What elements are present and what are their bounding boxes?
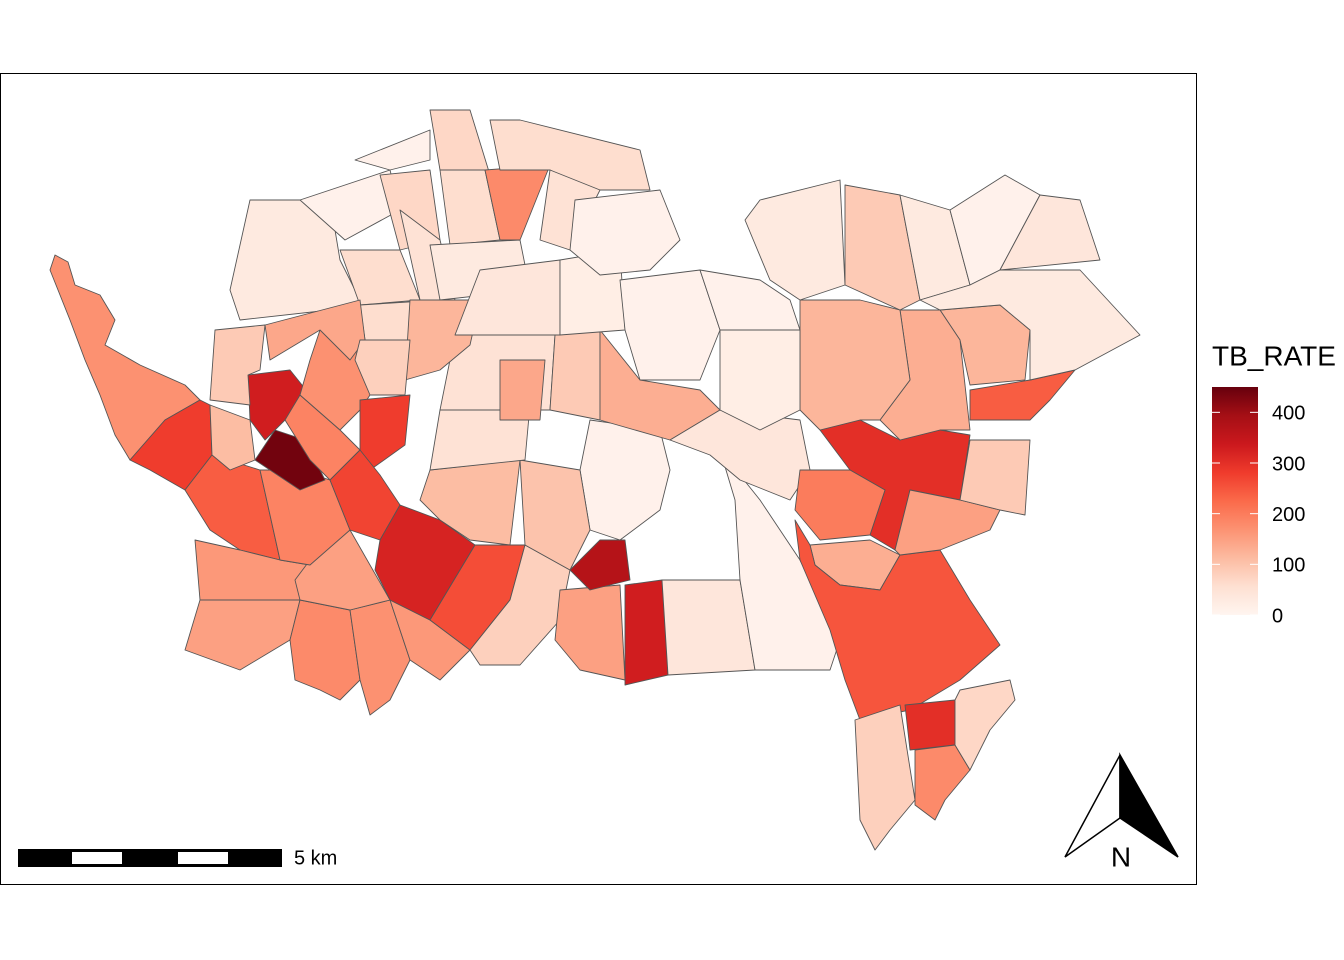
region: [719, 449, 841, 671]
legend-tick-label: 200: [1272, 504, 1305, 526]
region: [489, 119, 651, 191]
region: [699, 269, 801, 331]
region: [794, 469, 886, 541]
region: [354, 129, 431, 171]
scale-bar-label: 5 km: [294, 847, 337, 869]
north-arrow: N: [1064, 752, 1179, 872]
region: [844, 184, 921, 311]
region: [554, 584, 626, 681]
region: [359, 394, 411, 471]
region: [619, 269, 721, 381]
region: [919, 269, 1141, 381]
region: [744, 179, 846, 301]
region: [549, 329, 601, 421]
region: [184, 599, 301, 671]
region: [569, 539, 631, 591]
region: [999, 194, 1101, 271]
legend-title: TB_RATE: [1212, 340, 1336, 371]
region: [954, 679, 1016, 771]
region: [499, 359, 546, 421]
scale-bar-segment: [178, 852, 228, 864]
region: [209, 404, 256, 471]
regions: [49, 109, 1141, 851]
region: [719, 329, 801, 431]
region: [569, 189, 681, 276]
region: [661, 579, 756, 676]
region: [289, 599, 361, 701]
legend-tick-label: 0: [1272, 605, 1283, 627]
scale-bar: 5 km: [18, 847, 337, 869]
region: [264, 299, 366, 361]
scale-bar-body: [18, 849, 282, 867]
region: [469, 544, 571, 666]
region: [904, 699, 956, 751]
region: [854, 704, 916, 851]
region: [624, 579, 669, 686]
region: [799, 299, 911, 431]
north-label: N: [1111, 841, 1131, 872]
scale-bar-segment: [72, 852, 122, 864]
color-bar: [1212, 387, 1258, 615]
region: [579, 419, 671, 541]
region: [794, 519, 1001, 721]
north-arrow-right: [1119, 752, 1179, 858]
region: [354, 339, 411, 396]
legend-tick-label: 300: [1272, 453, 1305, 475]
legend-tick-label: 400: [1272, 403, 1305, 425]
region: [429, 109, 491, 176]
region: [959, 439, 1031, 516]
region: [519, 459, 591, 571]
map-frame: [0, 73, 1197, 885]
legend-tick-label: 100: [1272, 555, 1305, 577]
